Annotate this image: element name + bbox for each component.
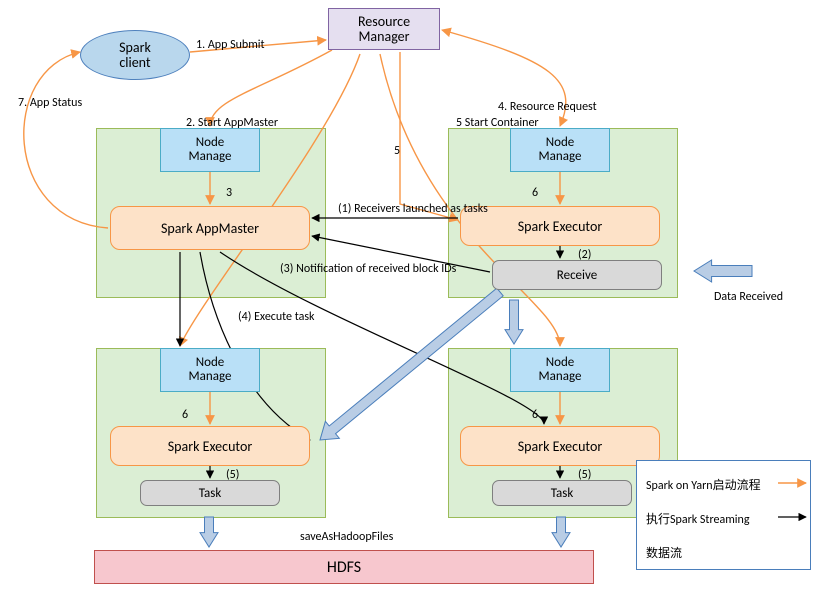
node-manage-tl-label: Node Manage <box>189 136 232 165</box>
label-r3: (3) Notification of received block IDs <box>280 262 456 276</box>
spark-executor-br-label: Spark Executor <box>518 438 603 455</box>
label-r1: (1) Receivers launched as tasks <box>338 202 488 216</box>
label-r2: (2) <box>578 248 591 262</box>
node-manage-tr-label: Node Manage <box>539 136 582 165</box>
resource-manager: Resource Manager <box>328 8 440 50</box>
label-legend1: Spark on Yarn启动流程 <box>646 476 761 493</box>
hdfs-box: HDFS <box>94 550 594 584</box>
label-l5b: 5 <box>394 144 400 158</box>
spark-client-label: Spark client <box>119 40 151 71</box>
node-manage-bl: Node Manage <box>160 348 260 392</box>
spark-appmaster: Spark AppMaster <box>110 206 310 250</box>
node-manage-tr: Node Manage <box>510 128 610 172</box>
task-br-label: Task <box>551 486 574 501</box>
label-l3: 3 <box>226 186 232 200</box>
label-l7: 7. App Status <box>18 96 82 110</box>
task-bl: Task <box>140 480 280 506</box>
node-manage-br: Node Manage <box>510 348 610 392</box>
task-br: Task <box>492 480 632 506</box>
label-r4: (4) Execute task <box>238 310 315 324</box>
label-legend2: 执行Spark Streaming <box>646 510 750 527</box>
label-r5b: (5) <box>578 468 591 482</box>
label-l6a: 6 <box>182 408 188 422</box>
receive-box: Receive <box>492 260 662 290</box>
label-l6c: 6 <box>532 408 538 422</box>
label-legend3: 数据流 <box>646 544 682 561</box>
spark-executor-bl: Spark Executor <box>110 426 310 466</box>
label-r5a: (5) <box>226 468 239 482</box>
spark-executor-tr-label: Spark Executor <box>518 218 603 235</box>
label-l4: 4. Resource Request <box>498 100 597 114</box>
spark-client: Spark client <box>80 30 190 80</box>
label-data_recv: Data Received <box>714 290 783 304</box>
spark-executor-bl-label: Spark Executor <box>168 438 253 455</box>
label-l2: 2. Start AppMaster <box>186 116 278 130</box>
spark-executor-tr: Spark Executor <box>460 206 660 246</box>
spark-executor-br: Spark Executor <box>460 426 660 466</box>
node-manage-tl: Node Manage <box>160 128 260 172</box>
hdfs-label: HDFS <box>327 558 361 577</box>
label-save: saveAsHadoopFiles <box>300 530 393 544</box>
node-manage-br-label: Node Manage <box>539 356 582 385</box>
task-bl-label: Task <box>199 486 222 501</box>
label-l5a: 5 Start Container <box>456 116 539 130</box>
receive-label: Receive <box>557 268 597 283</box>
label-l6b: 6 <box>532 186 538 200</box>
node-manage-bl-label: Node Manage <box>189 356 232 385</box>
resource-manager-label: Resource Manager <box>358 14 410 45</box>
spark-appmaster-label: Spark AppMaster <box>161 220 259 237</box>
label-l1: 1. App Submit <box>196 38 265 52</box>
